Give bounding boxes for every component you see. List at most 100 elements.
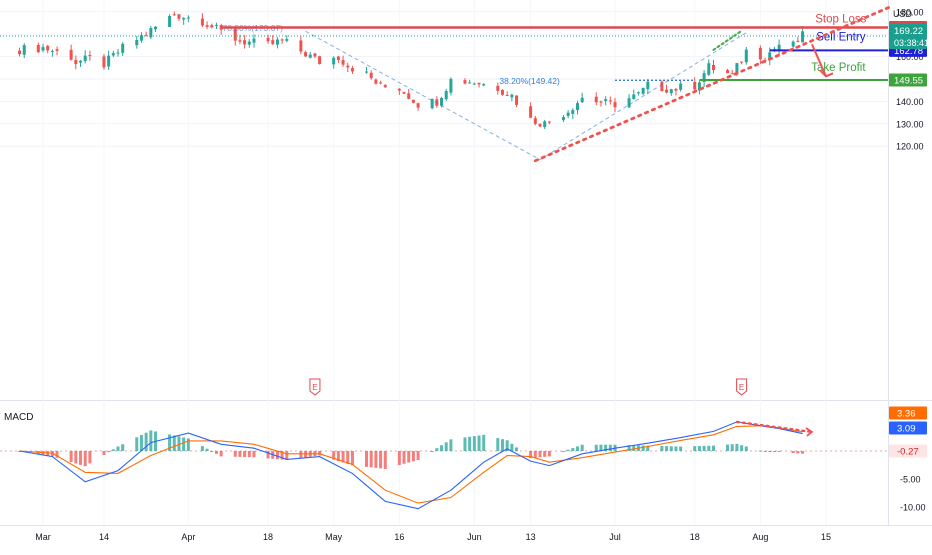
- macd-histogram-bar: [669, 446, 673, 451]
- macd-title: MACD: [4, 412, 33, 423]
- countdown-badge-label: 03:38:41: [894, 38, 929, 48]
- macd-histogram-bar: [247, 451, 251, 458]
- macd-histogram-bar: [768, 451, 772, 452]
- macd-histogram-bar: [477, 435, 481, 451]
- candle-body: [332, 57, 336, 65]
- macd-histogram-bar: [702, 445, 706, 451]
- fib-extension-line: [539, 32, 747, 161]
- candle-body: [22, 45, 26, 55]
- candle-body: [566, 112, 570, 116]
- candle-body: [252, 38, 256, 43]
- candle-body: [604, 99, 608, 102]
- macd-histogram-bar: [135, 437, 139, 451]
- macd-histogram-bar: [580, 444, 584, 451]
- macd-histogram-bar: [55, 451, 59, 458]
- candle-body: [41, 47, 45, 51]
- last-price-badge: [889, 22, 927, 49]
- time-tick-label: 14: [99, 532, 109, 542]
- macd-divergence-arrow: [805, 427, 814, 437]
- candle-body: [144, 35, 148, 37]
- macd-histogram-bar: [252, 451, 256, 458]
- macd-histogram-bar: [796, 451, 800, 454]
- candle-body: [313, 53, 317, 57]
- price-tick-label: 140.00: [896, 97, 924, 107]
- histogram-badge: [889, 444, 927, 458]
- macd-histogram-bar: [641, 445, 645, 451]
- candle-body: [599, 101, 603, 103]
- macd-pane: [0, 420, 888, 510]
- macd-histogram-bar: [594, 444, 598, 451]
- candle-body: [243, 40, 247, 45]
- candle-body: [285, 39, 289, 41]
- candle-body: [435, 99, 439, 106]
- price-pane: 38.20%(149.42)78.60%(173.07)Stop LossSel…: [0, 4, 894, 396]
- candle-body: [336, 56, 340, 60]
- take-profit-badge-label: 149.55: [894, 76, 923, 87]
- candle-body: [777, 44, 781, 51]
- macd-histogram-bar: [186, 438, 190, 451]
- candle-body: [83, 55, 87, 62]
- candle-body: [561, 117, 565, 121]
- candle-body: [411, 99, 415, 103]
- macd-histogram-bar: [69, 451, 73, 463]
- candle-body: [500, 89, 504, 95]
- projection-arrow-shaft: [811, 43, 827, 77]
- candle-body: [116, 52, 120, 54]
- macd-histogram-bar: [740, 445, 744, 451]
- macd-histogram-bar: [632, 445, 636, 451]
- macd-histogram-bar: [172, 435, 176, 451]
- time-tick-label: 18: [263, 532, 273, 542]
- macd-histogram-bar: [679, 446, 683, 451]
- macd-histogram-bar: [772, 451, 776, 452]
- fib-382-label: 38.20%(149.42): [499, 76, 560, 86]
- candle-body: [18, 50, 22, 55]
- time-tick-label: Apr: [181, 532, 195, 542]
- macd-histogram-bar: [500, 439, 504, 451]
- candle-body: [463, 80, 467, 84]
- macd-histogram-bar: [444, 442, 448, 451]
- candle-body: [646, 81, 650, 90]
- candle-body: [660, 81, 664, 92]
- candle-body: [740, 61, 744, 63]
- macd-histogram-bar: [711, 445, 715, 451]
- macd-histogram-bar: [777, 451, 781, 452]
- candle-body: [726, 70, 730, 74]
- candle-body: [543, 121, 547, 128]
- macd-histogram-bar: [599, 444, 603, 451]
- candle-body: [430, 98, 434, 109]
- candle-body: [707, 63, 711, 75]
- candle-body: [547, 121, 551, 123]
- macd-histogram-bar: [238, 451, 242, 457]
- macd-histogram-bar: [266, 451, 270, 459]
- time-tick-label: 16: [394, 532, 404, 542]
- candle-body: [369, 72, 373, 79]
- last-price-badge-label: 169.22: [894, 26, 923, 37]
- candle-body: [299, 40, 303, 52]
- candle-body: [510, 94, 514, 98]
- macd-histogram-bar: [608, 444, 612, 451]
- candle-body: [177, 14, 181, 19]
- candle-body: [379, 82, 383, 84]
- candle-body: [697, 82, 701, 91]
- candle-body: [214, 24, 218, 26]
- candle-body: [533, 118, 537, 124]
- candle-body: [346, 65, 350, 68]
- candle-body: [407, 93, 411, 99]
- macd-histogram-bar: [79, 451, 83, 465]
- macd-histogram-bar: [318, 451, 322, 456]
- currency-label: USD: [893, 9, 913, 19]
- time-tick-label: 13: [526, 532, 536, 542]
- time-tick-label: 18: [690, 532, 700, 542]
- earnings-marker: [309, 378, 321, 396]
- macd-histogram-bar: [571, 448, 575, 451]
- candle-body: [791, 41, 795, 47]
- candle-body: [210, 25, 214, 28]
- candle-body: [79, 60, 83, 63]
- macd-histogram-bar: [449, 439, 453, 451]
- macd-histogram-bar: [182, 437, 186, 451]
- macd-histogram-bar: [88, 451, 92, 464]
- time-tick-label: Jun: [467, 532, 482, 542]
- signal-badge-label: 3.36: [897, 409, 916, 420]
- macd-histogram-bar: [365, 451, 369, 467]
